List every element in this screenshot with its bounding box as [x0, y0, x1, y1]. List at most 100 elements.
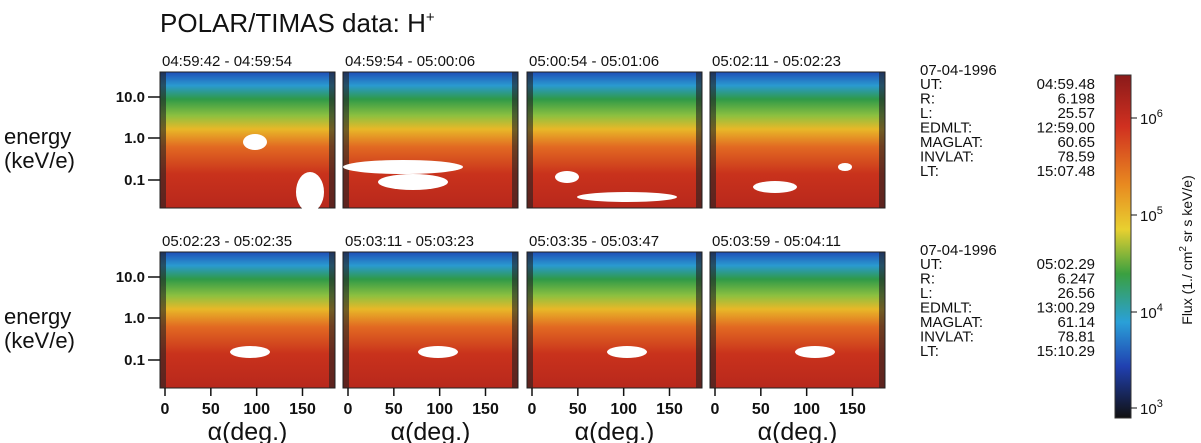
x-tick-label: 50 — [202, 401, 220, 418]
info-key: EDMLT: — [920, 120, 972, 137]
spectrogram — [709, 71, 886, 209]
data-gap — [555, 171, 579, 183]
panel-label: 05:02:11 - 05:02:23 — [712, 53, 841, 70]
info-value: 6.247 — [1057, 271, 1095, 288]
data-gap — [343, 160, 463, 174]
panel-label: 04:59:42 - 04:59:54 — [162, 53, 292, 70]
info-value: 04:59.48 — [1037, 76, 1095, 93]
y-axis-label: energy — [4, 304, 71, 329]
panel-label: 04:59:54 - 05:00:06 — [345, 53, 475, 70]
info-value: 05:02.29 — [1037, 256, 1095, 273]
info-key: MAGLAT: — [920, 314, 983, 331]
info-value: 25.57 — [1057, 105, 1095, 122]
figure-title: POLAR/TIMAS data: H+ — [160, 8, 435, 38]
panel-edge — [879, 72, 885, 208]
y-tick-label: 10.0 — [116, 269, 145, 286]
tick-exponent: 5 — [1157, 205, 1163, 217]
info-key: INVLAT: — [920, 149, 974, 166]
x-tick-label: 50 — [569, 401, 587, 418]
y-tick-label: 10.0 — [116, 89, 145, 106]
y-tick-label: 1.0 — [124, 130, 145, 147]
x-tick-label: 50 — [752, 401, 770, 418]
x-tick-label: 150 — [472, 401, 499, 418]
panel-edge — [160, 72, 166, 208]
panel-edge — [710, 72, 716, 208]
tick-exponent: 6 — [1157, 108, 1163, 120]
tick-base: 10 — [1140, 401, 1157, 418]
colorbar-tick-label: 106 — [1140, 108, 1163, 128]
data-gap — [795, 346, 835, 358]
info-value: 12:59.00 — [1037, 120, 1095, 137]
info-key: L: — [920, 285, 933, 302]
x-axis-label: α(deg.) — [758, 418, 838, 443]
x-tick-label: 150 — [839, 401, 866, 418]
x-tick-label: 150 — [656, 401, 683, 418]
info-date: 07-04-1996 — [920, 242, 997, 259]
spectrogram — [526, 71, 703, 209]
info-key: R: — [920, 271, 935, 288]
info-key: LT: — [920, 343, 939, 360]
data-gap — [838, 163, 852, 171]
info-value: 13:00.29 — [1037, 300, 1095, 317]
panel-edge — [160, 252, 166, 388]
tick-exponent: 4 — [1157, 302, 1163, 314]
data-gap — [296, 172, 324, 212]
panel-edge — [329, 72, 335, 208]
x-tick-label: 0 — [344, 401, 353, 418]
y-axis-label: (keV/e) — [4, 328, 75, 353]
data-gap — [418, 346, 458, 358]
y-tick-label: 1.0 — [124, 310, 145, 327]
x-axis-label: α(deg.) — [208, 418, 288, 443]
info-value: 6.198 — [1057, 91, 1095, 108]
x-tick-label: 150 — [289, 401, 316, 418]
info-key: L: — [920, 105, 933, 122]
info-key: R: — [920, 91, 935, 108]
info-value: 60.65 — [1057, 134, 1095, 151]
panel-label: 05:02:23 - 05:02:35 — [162, 233, 292, 250]
data-gap — [607, 346, 647, 358]
info-value: 61.14 — [1057, 314, 1095, 331]
colorbar — [1114, 74, 1132, 419]
x-tick-label: 0 — [528, 401, 537, 418]
info-value: 15:10.29 — [1037, 343, 1095, 360]
panel-edge — [329, 252, 335, 388]
data-gap — [230, 346, 270, 358]
info-key: LT: — [920, 163, 939, 180]
panel-edge — [696, 72, 702, 208]
tick-base: 10 — [1140, 208, 1157, 225]
tick-exponent: 3 — [1157, 398, 1163, 410]
panel-edge — [343, 72, 349, 208]
colorbar-tick-label: 105 — [1140, 205, 1163, 225]
y-axis-label: (keV/e) — [4, 148, 75, 173]
info-value: 78.59 — [1057, 149, 1095, 166]
x-axis-label: α(deg.) — [391, 418, 471, 443]
info-date: 07-04-1996 — [920, 62, 997, 79]
info-key: MAGLAT: — [920, 134, 983, 151]
panel-edge — [527, 72, 533, 208]
colorbar-tick-label: 103 — [1140, 398, 1163, 418]
panel-label: 05:03:11 - 05:03:23 — [345, 233, 474, 250]
spectrogram — [526, 251, 703, 389]
panel-edge — [343, 252, 349, 388]
panel-edge — [879, 252, 885, 388]
tick-base: 10 — [1140, 305, 1157, 322]
y-tick-label: 0.1 — [124, 172, 145, 189]
info-value: 26.56 — [1057, 285, 1095, 302]
tick-base: 10 — [1140, 111, 1157, 128]
spectrogram — [709, 251, 886, 389]
panel-label: 05:03:35 - 05:03:47 — [529, 233, 659, 250]
data-gap — [577, 192, 677, 202]
panel-edge — [710, 252, 716, 388]
info-value: 15:07.48 — [1037, 163, 1095, 180]
x-axis-label: α(deg.) — [575, 418, 655, 443]
x-tick-label: 100 — [793, 401, 820, 418]
data-gap — [243, 134, 267, 150]
info-key: UT: — [920, 76, 943, 93]
x-tick-label: 100 — [243, 401, 270, 418]
colorbar-tick-label: 104 — [1140, 302, 1163, 322]
panel-edge — [512, 252, 518, 388]
panel-label: 05:03:59 - 05:04:11 — [712, 233, 841, 250]
panel-edge — [527, 252, 533, 388]
x-tick-label: 0 — [711, 401, 720, 418]
